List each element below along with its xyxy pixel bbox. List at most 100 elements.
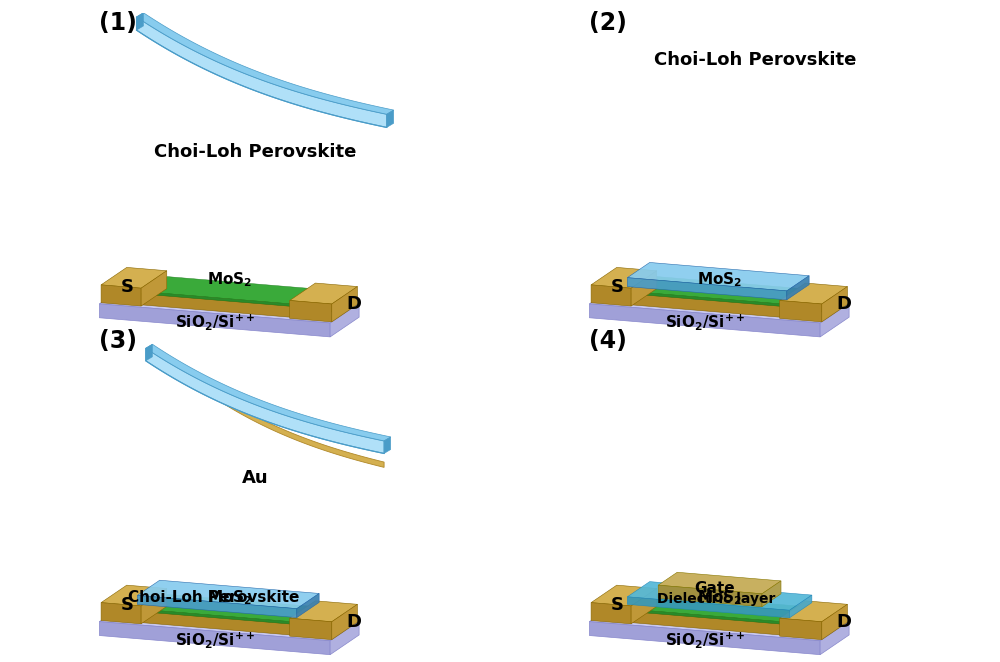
Text: $\mathbf{SiO_2/Si^{++}}$: $\mathbf{SiO_2/Si^{++}}$ (665, 312, 745, 332)
Polygon shape (145, 610, 291, 624)
Polygon shape (297, 593, 319, 618)
Polygon shape (591, 602, 631, 624)
Text: Choi-Loh Perovskite: Choi-Loh Perovskite (128, 591, 299, 605)
Polygon shape (762, 581, 781, 606)
Polygon shape (822, 287, 847, 322)
Polygon shape (627, 277, 787, 300)
Polygon shape (137, 13, 143, 30)
Polygon shape (116, 277, 342, 308)
Polygon shape (101, 585, 167, 606)
Polygon shape (141, 589, 167, 624)
Polygon shape (780, 283, 847, 304)
Polygon shape (145, 292, 291, 307)
Polygon shape (635, 277, 804, 304)
Text: Dielectric layer: Dielectric layer (657, 592, 776, 606)
Polygon shape (658, 585, 762, 606)
Polygon shape (589, 304, 820, 337)
Polygon shape (99, 602, 359, 641)
Polygon shape (101, 602, 141, 624)
Polygon shape (589, 284, 849, 323)
Polygon shape (290, 301, 332, 322)
Polygon shape (635, 594, 804, 622)
Polygon shape (116, 610, 320, 638)
Polygon shape (101, 267, 167, 288)
Polygon shape (290, 618, 332, 639)
Polygon shape (790, 595, 812, 618)
Polygon shape (635, 610, 781, 624)
Text: $\mathbf{MoS_2}$: $\mathbf{MoS_2}$ (207, 589, 252, 607)
Polygon shape (146, 344, 152, 361)
Polygon shape (330, 621, 359, 655)
Polygon shape (822, 604, 847, 639)
Polygon shape (591, 585, 657, 606)
Text: (3): (3) (99, 328, 137, 353)
Polygon shape (99, 622, 330, 655)
Text: D: D (836, 295, 851, 313)
Polygon shape (591, 267, 657, 288)
Polygon shape (137, 595, 297, 618)
Polygon shape (387, 110, 394, 127)
Polygon shape (627, 582, 812, 610)
Polygon shape (99, 284, 359, 323)
Polygon shape (137, 13, 394, 115)
Polygon shape (780, 601, 847, 622)
Polygon shape (320, 611, 342, 638)
Polygon shape (627, 262, 809, 291)
Polygon shape (635, 292, 781, 307)
Polygon shape (780, 618, 822, 639)
Polygon shape (146, 348, 384, 453)
Polygon shape (141, 271, 167, 306)
Text: D: D (346, 613, 361, 631)
Polygon shape (820, 621, 849, 655)
Polygon shape (116, 292, 320, 320)
Polygon shape (606, 610, 810, 638)
Polygon shape (99, 304, 330, 337)
Text: Au: Au (242, 469, 268, 487)
Text: $\mathbf{MoS_2}$: $\mathbf{MoS_2}$ (697, 271, 742, 289)
Polygon shape (631, 589, 657, 624)
Text: S: S (121, 596, 134, 614)
Polygon shape (658, 572, 781, 594)
Polygon shape (182, 369, 384, 467)
Text: D: D (346, 295, 361, 313)
Polygon shape (631, 271, 657, 306)
Polygon shape (589, 602, 849, 641)
Text: Gate: Gate (694, 581, 735, 596)
Polygon shape (780, 301, 822, 322)
Polygon shape (606, 292, 810, 320)
Polygon shape (137, 17, 387, 127)
Text: $\mathbf{SiO_2/Si^{++}}$: $\mathbf{SiO_2/Si^{++}}$ (175, 630, 255, 650)
Text: (2): (2) (589, 11, 627, 35)
Polygon shape (290, 283, 357, 304)
Polygon shape (146, 344, 391, 441)
Text: $\mathbf{SiO_2/Si^{++}}$: $\mathbf{SiO_2/Si^{++}}$ (665, 630, 745, 650)
Polygon shape (332, 287, 357, 322)
Polygon shape (810, 293, 832, 320)
Polygon shape (145, 277, 314, 304)
Text: $\mathbf{MoS_2}$: $\mathbf{MoS_2}$ (697, 589, 742, 607)
Polygon shape (781, 606, 804, 624)
Polygon shape (787, 275, 809, 300)
Polygon shape (820, 303, 849, 337)
Polygon shape (810, 611, 832, 638)
Text: $\mathbf{SiO_2/Si^{++}}$: $\mathbf{SiO_2/Si^{++}}$ (175, 312, 255, 332)
Polygon shape (384, 437, 391, 453)
Text: S: S (611, 279, 624, 297)
Text: $\mathbf{MoS_2}$: $\mathbf{MoS_2}$ (207, 271, 252, 289)
Polygon shape (606, 277, 832, 308)
Polygon shape (290, 601, 357, 622)
Polygon shape (320, 293, 342, 320)
Polygon shape (781, 289, 804, 307)
Polygon shape (145, 594, 314, 622)
Polygon shape (116, 594, 342, 626)
Polygon shape (137, 580, 319, 608)
Text: Choi-Loh Perovskite: Choi-Loh Perovskite (154, 143, 356, 162)
Polygon shape (591, 285, 631, 306)
Text: (4): (4) (589, 328, 627, 353)
Text: (1): (1) (99, 11, 137, 35)
Text: Choi-Loh Perovskite: Choi-Loh Perovskite (654, 50, 856, 69)
Polygon shape (330, 303, 359, 337)
Polygon shape (101, 285, 141, 306)
Polygon shape (291, 606, 314, 624)
Polygon shape (291, 289, 314, 307)
